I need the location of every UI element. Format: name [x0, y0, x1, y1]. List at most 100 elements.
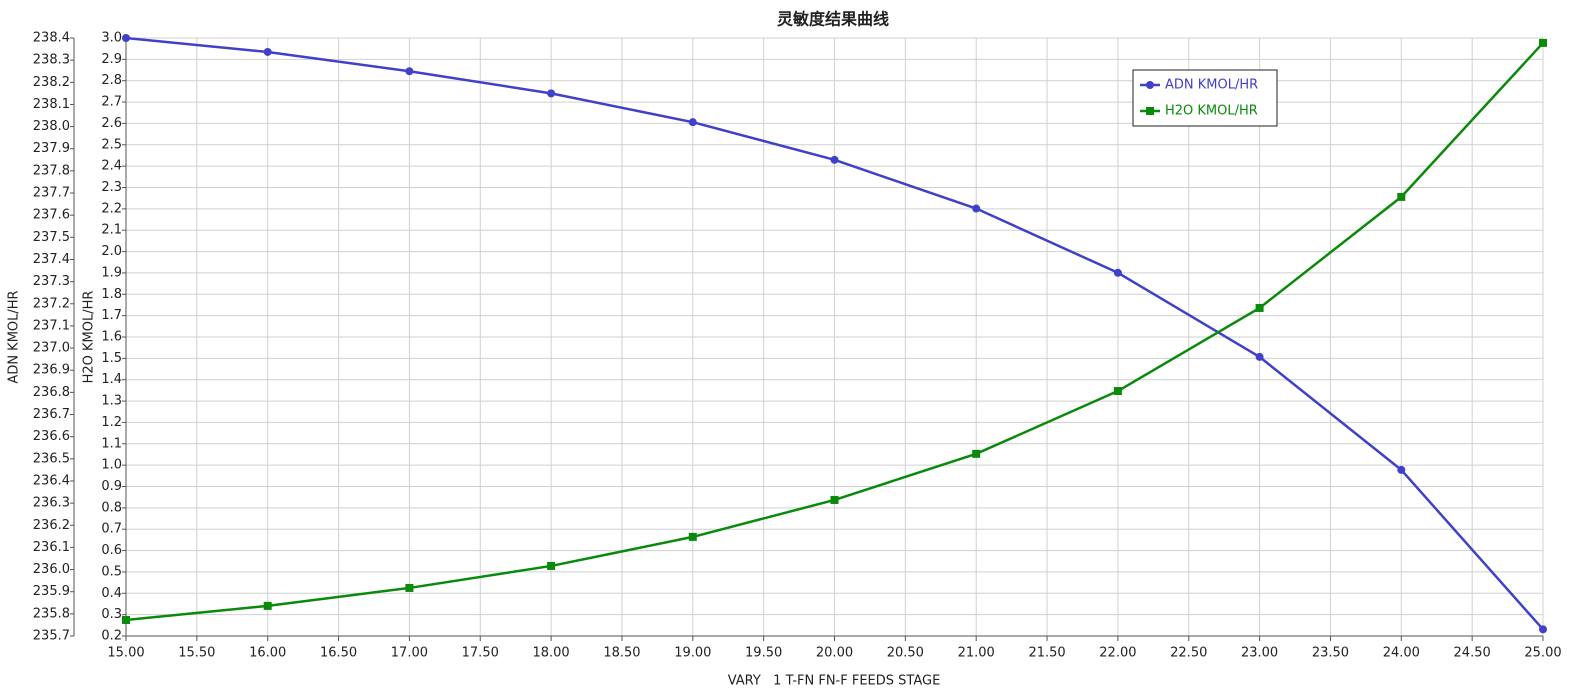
- y-tick-label: 235.7: [33, 629, 70, 644]
- y2-tick-label: 2.6: [101, 116, 122, 131]
- y2-tick-label: 0.3: [101, 607, 122, 622]
- y2-axis-label: H2O KMOL/HR: [82, 291, 97, 384]
- legend-box: [1132, 69, 1278, 127]
- x-tick-label: 25.00: [1524, 646, 1561, 661]
- y-tick-label: 237.6: [33, 208, 70, 223]
- y2-tick-label: 1.6: [101, 330, 122, 345]
- y2-tick-label: 1.4: [101, 372, 122, 387]
- x-tick-label: 22.50: [1170, 646, 1207, 661]
- y2-tick-label: 2.5: [101, 137, 122, 152]
- x-tick-label: 23.50: [1312, 646, 1349, 661]
- data-point: [688, 532, 697, 541]
- y-tick-label: 237.0: [33, 341, 70, 356]
- y-tick-label: 236.6: [33, 429, 70, 444]
- data-point: [688, 118, 697, 127]
- data-point: [1397, 192, 1406, 201]
- x-tick-label: 16.00: [249, 646, 286, 661]
- data-point: [405, 67, 414, 76]
- y-tick-label: 235.8: [33, 606, 70, 621]
- y2-tick-label: 2.1: [101, 223, 122, 238]
- data-point: [830, 155, 839, 164]
- y2-tick-label: 0.6: [101, 543, 122, 558]
- y2-tick-label: 2.7: [101, 95, 122, 110]
- y2-tick-label: 1.8: [101, 287, 122, 302]
- y2-tick-label: 2.0: [101, 244, 122, 259]
- x-tick-label: 18.00: [532, 646, 569, 661]
- y-tick-label: 238.2: [33, 75, 70, 90]
- y-tick-label: 236.2: [33, 518, 70, 533]
- data-point: [1255, 352, 1264, 361]
- y-tick-label: 238.4: [33, 31, 70, 46]
- y-tick-label: 237.5: [33, 230, 70, 245]
- x-tick-label: 18.50: [603, 646, 640, 661]
- y2-tick-label: 0.2: [101, 629, 122, 644]
- chart-title: 灵敏度结果曲线: [777, 10, 889, 29]
- y-tick-label: 236.0: [33, 562, 70, 577]
- x-tick-label: 24.50: [1454, 646, 1491, 661]
- y-tick-label: 236.4: [33, 473, 70, 488]
- y2-tick-label: 0.9: [101, 479, 122, 494]
- y-axis-label: ADN KMOL/HR: [7, 290, 22, 383]
- y2-tick-label: 3.0: [101, 31, 122, 46]
- data-point: [1113, 387, 1122, 396]
- x-tick-label: 20.00: [816, 646, 853, 661]
- legend-label: ADN KMOL/HR: [1165, 78, 1258, 93]
- y-tick-label: 237.8: [33, 163, 70, 178]
- y2-tick-label: 0.8: [101, 500, 122, 515]
- y2-tick-label: 1.2: [101, 415, 122, 430]
- y2-tick-label: 2.4: [101, 159, 122, 174]
- x-tick-label: 17.50: [462, 646, 499, 661]
- y-tick-label: 237.1: [33, 318, 70, 333]
- y2-tick-label: 0.5: [101, 564, 122, 579]
- x-tick-label: 16.50: [320, 646, 357, 661]
- y2-tick-label: 1.0: [101, 458, 122, 473]
- legend-marker: [1146, 107, 1154, 115]
- x-tick-label: 24.00: [1383, 646, 1420, 661]
- data-point: [1113, 268, 1122, 277]
- y2-tick-label: 1.9: [101, 265, 122, 280]
- y2-tick-label: 2.3: [101, 180, 122, 195]
- data-point: [122, 615, 130, 624]
- y-tick-label: 236.7: [33, 407, 70, 422]
- y2-tick-label: 1.5: [101, 351, 122, 366]
- data-point: [1539, 625, 1547, 634]
- x-axis-label: VARY 1 T-FN FN-F FEEDS STAGE: [728, 674, 941, 689]
- x-tick-label: 21.50: [1028, 646, 1065, 661]
- y2-tick-label: 1.7: [101, 308, 122, 323]
- legend-marker: [1146, 81, 1154, 89]
- y-tick-label: 236.1: [33, 540, 70, 555]
- y2-tick-label: 2.9: [101, 52, 122, 67]
- data-point: [1255, 303, 1264, 312]
- y2-tick-label: 1.1: [101, 436, 122, 451]
- data-point: [972, 449, 981, 458]
- data-point: [405, 583, 414, 592]
- x-tick-label: 19.00: [674, 646, 711, 661]
- y-tick-label: 237.7: [33, 186, 70, 201]
- x-tick-label: 15.00: [107, 646, 144, 661]
- x-tick-label: 15.50: [178, 646, 215, 661]
- data-point: [122, 34, 130, 42]
- data-point: [830, 495, 839, 504]
- y-tick-label: 236.9: [33, 363, 70, 378]
- legend-label: H2O KMOL/HR: [1165, 104, 1258, 119]
- data-point: [263, 601, 272, 610]
- data-point: [547, 89, 556, 98]
- y-tick-label: 238.0: [33, 119, 70, 134]
- y-tick-label: 237.2: [33, 296, 70, 311]
- y-tick-label: 236.3: [33, 496, 70, 511]
- data-point: [547, 561, 556, 570]
- x-tick-label: 21.00: [958, 646, 995, 661]
- y2-tick-label: 2.2: [101, 201, 122, 216]
- y-tick-label: 236.8: [33, 385, 70, 400]
- x-tick-label: 23.00: [1241, 646, 1278, 661]
- data-point: [263, 47, 272, 56]
- data-point: [1397, 465, 1406, 474]
- y-tick-label: 238.1: [33, 97, 70, 112]
- data-point: [1539, 38, 1547, 47]
- y2-tick-label: 0.4: [101, 586, 122, 601]
- y2-tick-label: 1.3: [101, 394, 122, 409]
- x-tick-label: 22.00: [1099, 646, 1136, 661]
- y-tick-label: 237.4: [33, 252, 70, 267]
